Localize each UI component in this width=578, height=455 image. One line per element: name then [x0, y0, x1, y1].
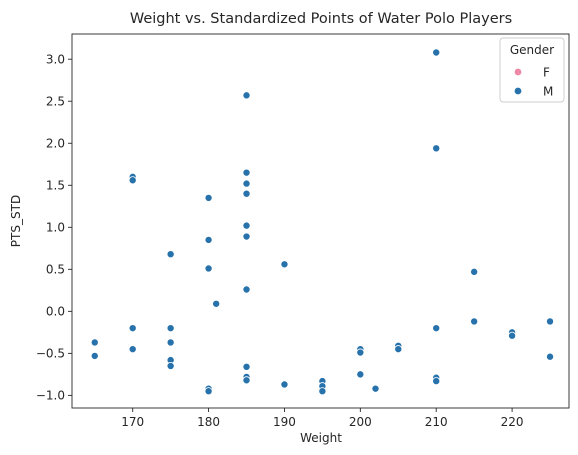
y-tick-label: 3.0	[46, 53, 65, 67]
legend-label-m: M	[543, 84, 553, 98]
legend: Gender FM	[499, 37, 565, 103]
data-point-m	[432, 48, 441, 57]
data-point-m	[128, 345, 137, 354]
y-axis-label: PTS_STD	[9, 195, 23, 247]
legend-title: Gender	[510, 43, 554, 57]
x-axis-label: Weight	[300, 431, 342, 445]
data-point-m	[394, 345, 403, 354]
y-tick-label: 2.0	[46, 137, 65, 151]
data-point-m	[204, 193, 213, 202]
data-point-m	[280, 260, 289, 269]
y-tick-label: 1.5	[46, 179, 65, 193]
x-tick-label: 190	[273, 415, 296, 429]
x-tick-label: 220	[501, 415, 524, 429]
data-point-m	[128, 324, 137, 333]
y-tick-label: 2.5	[46, 95, 65, 109]
data-point-m	[90, 351, 99, 360]
data-point-m	[432, 324, 441, 333]
data-point-m	[470, 267, 479, 276]
legend-box	[499, 37, 565, 103]
data-point-m	[318, 387, 327, 396]
data-point-m	[166, 338, 175, 347]
y-tick-label: 1.0	[46, 221, 65, 235]
x-tick-label: 210	[425, 415, 448, 429]
data-point-m	[242, 221, 251, 230]
data-point-m	[470, 317, 479, 326]
data-point-m	[356, 348, 365, 357]
data-point-m	[242, 168, 251, 177]
data-point-m	[242, 376, 251, 385]
x-tick-label: 180	[197, 415, 220, 429]
y-tick-label: 0.0	[46, 305, 65, 319]
legend-marker-f	[513, 67, 523, 77]
chart-title: Weight vs. Standardized Points of Water …	[130, 11, 512, 27]
data-point-m	[204, 264, 213, 273]
plot-frame	[71, 33, 570, 409]
plot-area	[90, 48, 555, 396]
data-point-m	[242, 362, 251, 371]
data-point-m	[212, 299, 221, 308]
legend-label-f: F	[543, 65, 550, 79]
data-point-m	[242, 179, 251, 188]
y-tick-label: −0.5	[36, 347, 65, 361]
data-point-m	[242, 232, 251, 241]
x-tick-label: 200	[349, 415, 372, 429]
y-tick-label: −1.0	[36, 389, 65, 403]
data-point-m	[371, 384, 380, 393]
data-point-m	[546, 317, 555, 326]
data-point-m	[204, 235, 213, 244]
y-tick-label: 0.5	[46, 263, 65, 277]
legend-marker-m	[513, 86, 523, 96]
x-tick-label: 170	[121, 415, 144, 429]
data-point-m	[242, 189, 251, 198]
data-point-m	[546, 352, 555, 361]
data-point-m	[280, 380, 289, 389]
data-point-m	[166, 250, 175, 259]
data-point-m	[432, 377, 441, 386]
data-point-m	[128, 176, 137, 185]
data-point-m	[432, 144, 441, 153]
data-point-m	[356, 370, 365, 379]
data-point-m	[166, 361, 175, 370]
data-point-m	[508, 331, 517, 340]
axes: 170 180 190 200 210 220 −1.0 −0.5 0.0 0.5 1.0 1.5 2.…	[36, 33, 570, 429]
data-point-m	[166, 324, 175, 333]
data-point-m	[204, 387, 213, 396]
data-point-m	[90, 338, 99, 347]
data-point-m	[242, 285, 251, 294]
data-point-m	[242, 91, 251, 100]
